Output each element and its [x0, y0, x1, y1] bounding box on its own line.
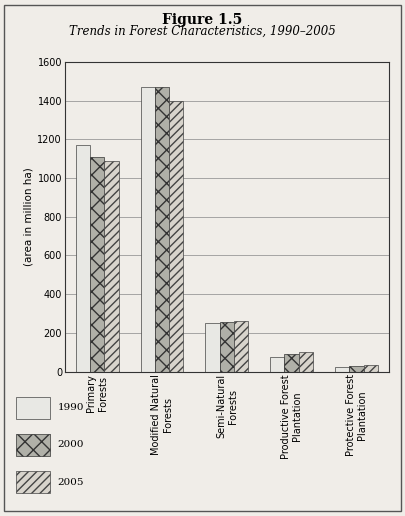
Bar: [169, 101, 183, 372]
Bar: [104, 160, 119, 372]
Text: 2005: 2005: [58, 478, 84, 487]
Text: Figure 1.5: Figure 1.5: [162, 13, 243, 27]
Bar: [364, 365, 378, 372]
FancyBboxPatch shape: [16, 434, 50, 456]
Bar: [234, 321, 248, 372]
Text: 2000: 2000: [58, 441, 84, 449]
Bar: [299, 352, 313, 372]
Text: 1990: 1990: [58, 404, 84, 412]
Bar: [155, 87, 169, 372]
Bar: [270, 357, 284, 372]
FancyBboxPatch shape: [16, 397, 50, 419]
Bar: [349, 366, 364, 372]
Text: Trends in Forest Characteristics, 1990–2005: Trends in Forest Characteristics, 1990–2…: [69, 25, 336, 38]
Bar: [141, 87, 155, 372]
Y-axis label: (area in million ha): (area in million ha): [23, 167, 33, 266]
Bar: [220, 322, 234, 372]
Bar: [90, 157, 104, 372]
Bar: [76, 145, 90, 372]
FancyBboxPatch shape: [16, 471, 50, 493]
Bar: [205, 323, 220, 372]
Bar: [335, 367, 349, 372]
Bar: [284, 354, 299, 372]
